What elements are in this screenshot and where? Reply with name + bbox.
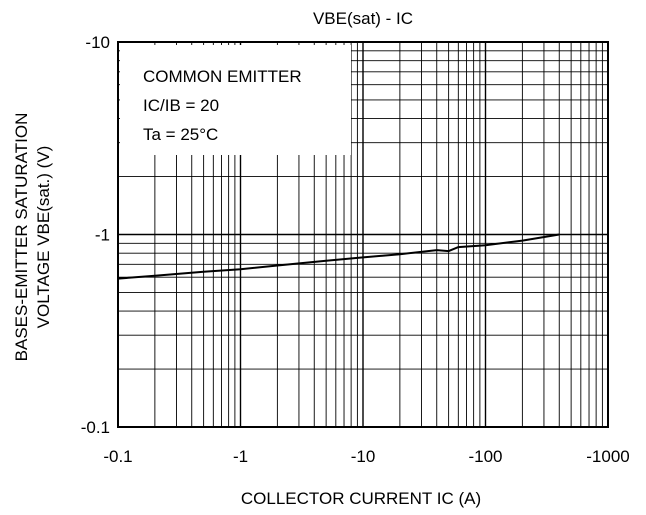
series-line	[117, 233, 560, 280]
y-tick-label: -1	[95, 226, 110, 245]
x-tick-label: -1	[233, 447, 248, 466]
chart-title: VBE(sat) - IC	[313, 9, 413, 28]
y-axis-label-line-1: BASES-EMITTER SATURATION	[12, 113, 31, 362]
y-tick-label: -0.1	[81, 418, 110, 437]
plot-frame	[117, 41, 609, 428]
annotation-line-2: IC/IB = 20	[143, 96, 219, 115]
y-axis-label-line-2: VOLTAGE VBE(sat.) (V)	[34, 146, 53, 329]
y-tick-label: -10	[85, 33, 110, 52]
x-tick-label: -0.1	[103, 447, 132, 466]
x-axis-label: COLLECTOR CURRENT IC (A)	[241, 489, 481, 508]
y-tick-labels: -0.1 -1 -10	[81, 33, 110, 437]
x-tick-label: -10	[351, 447, 376, 466]
annotation-line-1: COMMON EMITTER	[143, 67, 302, 86]
annotation-box	[120, 45, 351, 155]
x-tick-label: -1000	[586, 447, 629, 466]
x-tick-label: -100	[468, 447, 502, 466]
annotation-line-3: Ta = 25°C	[143, 125, 218, 144]
x-tick-labels: -0.1 -1 -10 -100 -1000	[103, 447, 629, 466]
